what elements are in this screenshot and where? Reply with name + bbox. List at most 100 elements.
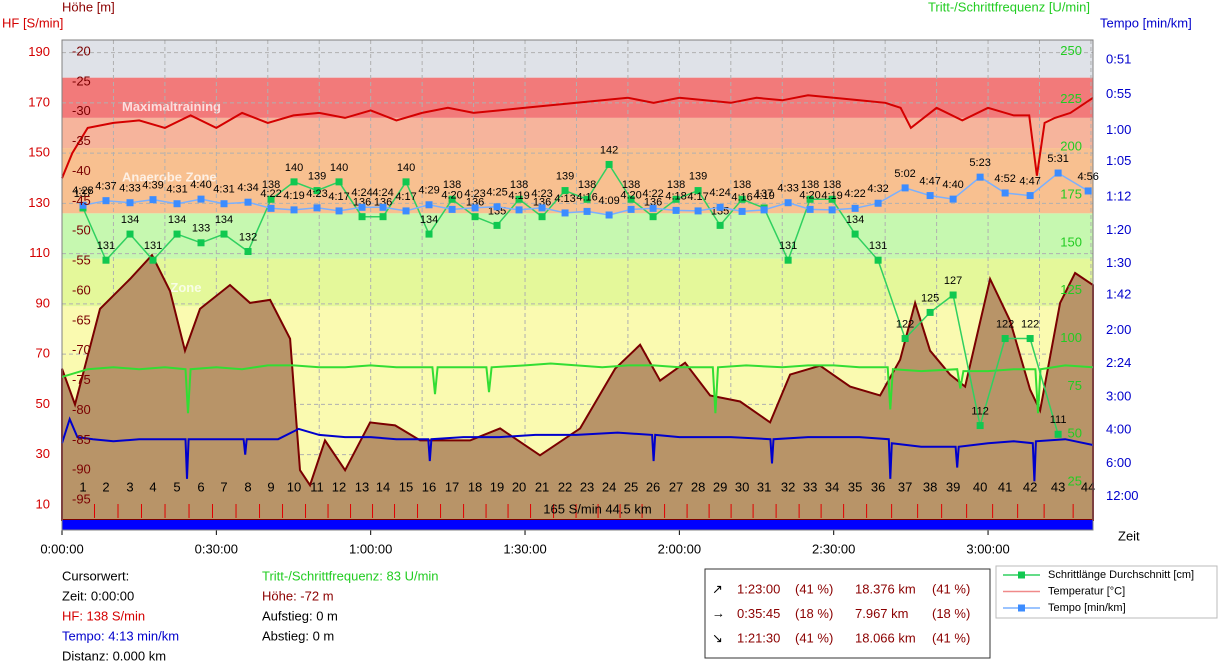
x-tick-label: 0:30:00 bbox=[195, 541, 238, 556]
lap-marker bbox=[493, 203, 501, 211]
lap-value-label: 138 bbox=[443, 179, 461, 191]
lap-number: 34 bbox=[825, 479, 839, 494]
x-tick-label: 1:30:00 bbox=[503, 541, 546, 556]
lap-marker bbox=[335, 207, 343, 215]
cadence-tick-label: 250 bbox=[1060, 43, 1082, 58]
lap-marker bbox=[561, 209, 569, 217]
lap-marker bbox=[851, 230, 859, 238]
lap-marker bbox=[267, 204, 275, 212]
lap-marker bbox=[335, 178, 343, 186]
lap-value-label: 142 bbox=[600, 144, 618, 156]
lap-value-label: 137 bbox=[74, 188, 92, 200]
cadence-tick-label: 150 bbox=[1060, 234, 1082, 249]
lap-marker bbox=[583, 195, 591, 203]
lap-marker bbox=[244, 247, 252, 255]
cursor-pace: Tempo: 4:13 min/km bbox=[62, 628, 179, 643]
lap-value-label: 4:22 bbox=[844, 188, 865, 200]
series-line bbox=[61, 416, 1094, 482]
lap-number: 10 bbox=[287, 479, 301, 494]
lap-value-label: 132 bbox=[239, 231, 257, 243]
summary-cell: (18 %) bbox=[795, 606, 833, 621]
lap-value-label: 122 bbox=[1021, 318, 1039, 330]
lap-number: 42 bbox=[1023, 479, 1037, 494]
lap-value-label: 140 bbox=[397, 162, 415, 174]
lap-value-label: 4:29 bbox=[418, 185, 439, 197]
lap-marker bbox=[949, 291, 957, 299]
lap-number: 37 bbox=[898, 479, 912, 494]
lap-value-label: 136 bbox=[353, 197, 371, 209]
lap-value-label: 125 bbox=[921, 292, 939, 304]
elevation-tick-label: -45 bbox=[72, 193, 91, 208]
lap-value-label: 111 bbox=[1050, 414, 1067, 426]
lap-marker bbox=[358, 213, 366, 221]
lap-value-label: 5:31 bbox=[1047, 153, 1068, 165]
series-line bbox=[61, 362, 1094, 414]
lap-value-label: 140 bbox=[330, 162, 348, 174]
elevation-tick-label: -75 bbox=[72, 372, 91, 387]
lap-value-label: 112 bbox=[971, 405, 989, 417]
series-line bbox=[61, 94, 1094, 179]
lap-number: 13 bbox=[355, 479, 369, 494]
lap-value-label: 4:23 bbox=[306, 188, 327, 200]
pace-tick-label: 0:55 bbox=[1106, 86, 1131, 101]
lap-number: 24 bbox=[602, 479, 616, 494]
lap-number: 27 bbox=[669, 479, 683, 494]
lap-number: 25 bbox=[624, 479, 638, 494]
lap-value-label: 4:28 bbox=[72, 185, 93, 197]
lap-marker bbox=[605, 160, 613, 168]
arrow-down: ↘ bbox=[712, 630, 723, 645]
zone-label: Maximaltraining bbox=[122, 99, 221, 114]
lap-marker bbox=[267, 195, 275, 203]
lap-marker bbox=[313, 204, 321, 212]
lap-value-label: 4:24 bbox=[709, 187, 730, 199]
lap-number: 39 bbox=[946, 479, 960, 494]
distance-bar bbox=[62, 520, 1093, 530]
cadence-axis-title: Tritt-/Schrittfrequenz [U/min] bbox=[928, 0, 1090, 14]
hr-tick-label: 130 bbox=[28, 195, 50, 210]
lap-value-label: 131 bbox=[144, 240, 162, 252]
lap-number: 8 bbox=[244, 479, 251, 494]
lap-number: 16 bbox=[422, 479, 436, 494]
summary-cell: (41 %) bbox=[932, 630, 970, 645]
lap-marker bbox=[515, 195, 523, 203]
lap-number: 18 bbox=[468, 479, 482, 494]
summary-rows: 1:23:00 (41 %) 18.376 km (41 %) 0:35:45 (18 %… bbox=[737, 581, 970, 645]
lap-value-label: 4:33 bbox=[119, 183, 140, 195]
lap-value-label: 140 bbox=[285, 162, 303, 174]
cursor-hr: HF: 138 S/min bbox=[62, 608, 145, 623]
lap-value-label: 138 bbox=[262, 179, 280, 191]
lap-marker bbox=[471, 213, 479, 221]
summary-cell: (41 %) bbox=[932, 581, 970, 596]
elevation-tick-label: -50 bbox=[72, 223, 91, 238]
lap-value-label: 136 bbox=[533, 197, 551, 209]
x-tick-label: 2:00:00 bbox=[658, 541, 701, 556]
lap-value-label: 4:37 bbox=[95, 181, 116, 193]
lap-value-label: 4:34 bbox=[237, 182, 258, 194]
cursor-ascent: Aufstieg: 0 m bbox=[262, 608, 338, 623]
pace-tick-label: 12:00 bbox=[1106, 488, 1139, 503]
cadence-tick-label: 25 bbox=[1068, 474, 1082, 489]
lap-marker bbox=[220, 200, 228, 208]
lap-number: 11 bbox=[310, 479, 324, 494]
lap-value-label: 139 bbox=[308, 170, 326, 182]
lap-marker bbox=[515, 206, 523, 214]
elevation-tick-label: -25 bbox=[72, 73, 91, 88]
lap-marker bbox=[290, 206, 298, 214]
lap-marker bbox=[379, 203, 387, 211]
lap-value-label: 131 bbox=[97, 240, 115, 252]
elevation-tick-label: -80 bbox=[72, 402, 91, 417]
lap-value-label: 4:19 bbox=[821, 190, 842, 202]
lap-value-label: 122 bbox=[896, 318, 914, 330]
lap-marker bbox=[694, 207, 702, 215]
lap-number: 2 bbox=[102, 479, 109, 494]
lap-marker bbox=[716, 221, 724, 229]
lap-value-label: 134 bbox=[121, 214, 139, 226]
lap-marker bbox=[627, 205, 635, 213]
lap-number: 20 bbox=[512, 479, 526, 494]
pace-tick-label: 1:12 bbox=[1106, 189, 1131, 204]
lap-value-label: 138 bbox=[733, 179, 751, 191]
lap-number: 15 bbox=[399, 479, 413, 494]
lap-number: 29 bbox=[713, 479, 727, 494]
lap-number: 36 bbox=[871, 479, 885, 494]
lap-value-label: 4:31 bbox=[213, 184, 234, 196]
